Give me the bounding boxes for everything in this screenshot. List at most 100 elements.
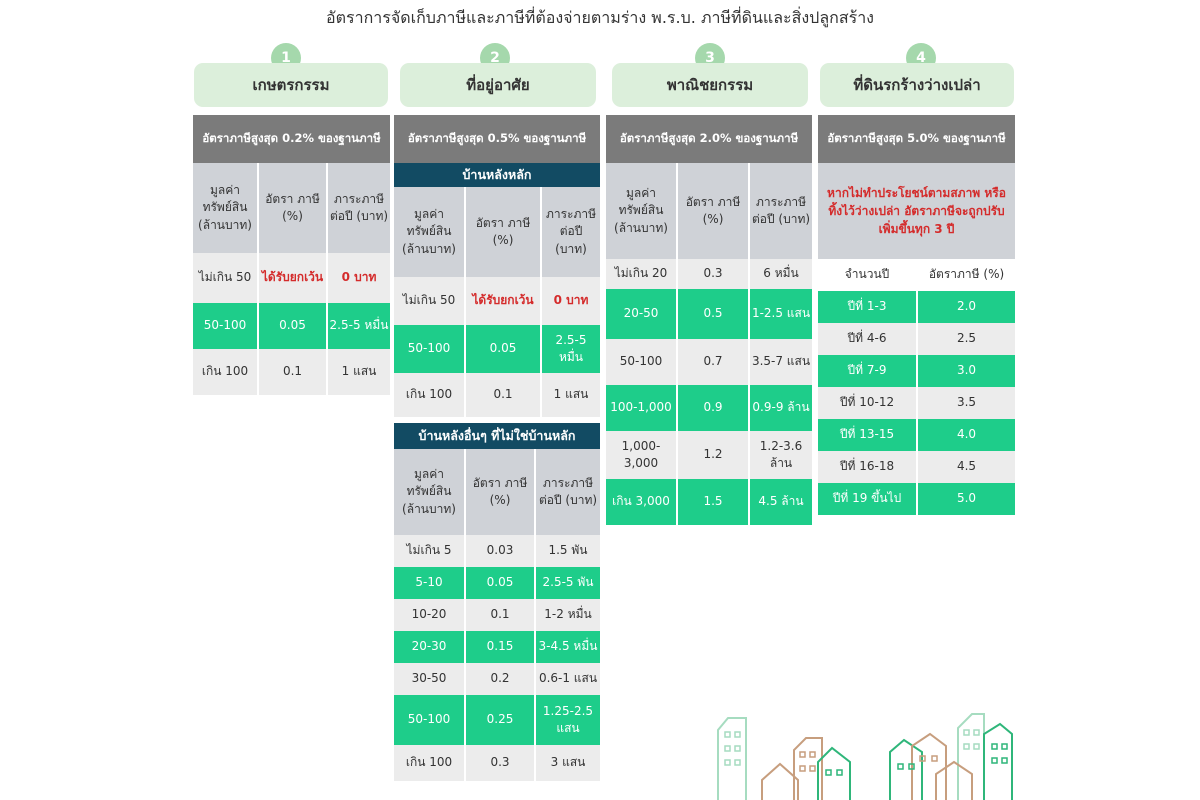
cell-rate: 1.2 <box>676 431 748 479</box>
section-divider <box>394 417 600 423</box>
cell-rate: 0.7 <box>676 339 748 385</box>
cell-years: ปีที่ 7-9 <box>847 363 887 378</box>
table-row: เกิน 100 0.3 3 แสน <box>394 745 600 781</box>
cell-tax: 6 หมื่น <box>748 259 812 289</box>
cell-rate: 0.25 <box>464 695 534 745</box>
table-row: ไม่เกิน 20 0.3 6 หมื่น <box>606 259 812 289</box>
column-header-tax: ภาระภาษี ต่อปี (บาท) <box>326 163 390 253</box>
table-row: 1,000- 3,000 1.2 1.2-3.6 ล้าน <box>606 431 812 479</box>
cell-rate: 4.0 <box>916 419 1015 451</box>
cell-tax: 1-2.5 แสน <box>748 289 812 339</box>
table-row: ปีที่ 10-12 3.5 <box>818 387 1015 419</box>
cell-rate: 0.1 <box>257 349 326 395</box>
category-2-title: ที่อยู่อาศัย <box>400 63 596 107</box>
cell-tax: 3 แสน <box>534 745 600 781</box>
table-row: 100-1,000 0.9 0.9-9 ล้าน <box>606 385 812 431</box>
category-1-table: อัตราภาษีสูงสุด 0.2% ของฐานภาษี มูลค่า ท… <box>193 115 390 395</box>
cell-rate: 3.5 <box>916 387 1015 419</box>
cell-value: ไม่เกิน 20 <box>614 266 668 281</box>
cell-tax: 1 แสน <box>326 349 390 395</box>
cell-rate: 3.0 <box>916 355 1015 387</box>
cell-tax: 2.5-5 พัน <box>534 567 600 599</box>
category-3-table: อัตราภาษีสูงสุด 2.0% ของฐานภาษี มูลค่า ท… <box>606 115 812 525</box>
cell-tax: 1-2 หมื่น <box>534 599 600 631</box>
table-row: 50-100 0.05 2.5-5 หมื่น <box>193 303 390 349</box>
cell-value: เกิน 3,000 <box>612 494 670 509</box>
table-row: 50-100 0.7 3.5-7 แสน <box>606 339 812 385</box>
cell-tax: 1 แสน <box>540 373 600 417</box>
table-row: 10-20 0.1 1-2 หมื่น <box>394 599 600 631</box>
cell-rate: 0.1 <box>464 599 534 631</box>
cell-rate: 0.05 <box>464 567 534 599</box>
category-2-table: อัตราภาษีสูงสุด 0.5% ของฐานภาษี บ้านหลัง… <box>394 115 600 781</box>
cell-rate: 0.03 <box>464 535 534 567</box>
cell-rate: 1.5 <box>676 479 748 525</box>
cell-years: ปีที่ 13-15 <box>839 427 895 442</box>
cell-rate: 0.05 <box>464 325 540 373</box>
cell-tax: 0 บาท <box>326 253 390 303</box>
table-row: เกิน 100 0.1 1 แสน <box>394 373 600 417</box>
cell-rate: 0.3 <box>464 745 534 781</box>
category-3-max-rate: อัตราภาษีสูงสุด 2.0% ของฐานภาษี <box>606 115 812 163</box>
column-header-years: จำนวนปี <box>844 267 890 282</box>
column-header-value: มูลค่า ทรัพย์สิน (ล้านบาท) <box>198 182 252 232</box>
table-row: 30-50 0.2 0.6-1 แสน <box>394 663 600 695</box>
category-1-max-rate: อัตราภาษีสูงสุด 0.2% ของฐานภาษี <box>193 115 390 163</box>
column-header-rate: อัตราภาษี (%) <box>916 259 1015 291</box>
cell-value: 100-1,000 <box>610 400 672 415</box>
category-1-title: เกษตรกรรม <box>194 63 388 107</box>
cell-tax: 0.6-1 แสน <box>534 663 600 695</box>
cell-years: ปีที่ 10-12 <box>839 395 895 410</box>
table-row: ปีที่ 13-15 4.0 <box>818 419 1015 451</box>
table-row: ปีที่ 4-6 2.5 <box>818 323 1015 355</box>
cell-tax: 1.25-2.5 แสน <box>534 695 600 745</box>
cell-tax: 1.2-3.6 ล้าน <box>748 431 812 479</box>
cell-value: เกิน 100 <box>405 387 453 402</box>
cell-tax: 1.5 พัน <box>534 535 600 567</box>
table-row: ปีที่ 1-3 2.0 <box>818 291 1015 323</box>
cell-rate: 4.5 <box>916 451 1015 483</box>
category-4-note: หากไม่ทำประโยชน์ตามสภาพ หรือ ทิ้งไว้ว่าง… <box>818 163 1015 259</box>
table-row: ไม่เกิน 50 ได้รับยกเว้น 0 บาท <box>394 277 600 325</box>
cell-value: ไม่เกิน 50 <box>402 293 456 308</box>
buildings-illustration-icon <box>717 713 1013 800</box>
column-header-value: มูลค่า ทรัพย์สิน (ล้านบาท) <box>402 206 456 256</box>
table-row: 5-10 0.05 2.5-5 พัน <box>394 567 600 599</box>
table-row: เกิน 100 0.1 1 แสน <box>193 349 390 395</box>
column-header-value: มูลค่า ทรัพย์สิน (ล้านบาท) <box>614 185 668 235</box>
cell-value: 1,000- 3,000 <box>621 438 661 470</box>
page-title: อัตราการจัดเก็บภาษีและภาษีที่ต้องจ่ายตาม… <box>326 8 874 27</box>
column-header-rate: อัตรา ภาษี (%) <box>464 187 540 277</box>
cell-rate: 2.0 <box>916 291 1015 323</box>
table-row: ปีที่ 16-18 4.5 <box>818 451 1015 483</box>
cell-years: ปีที่ 16-18 <box>839 459 895 474</box>
category-3-table-header: มูลค่า ทรัพย์สิน (ล้านบาท) อัตรา ภาษี (%… <box>606 163 812 259</box>
category-4-table: อัตราภาษีสูงสุด 5.0% ของฐานภาษี หากไม่ทำ… <box>818 115 1015 515</box>
cell-rate: 0.9 <box>676 385 748 431</box>
table-row: 50-100 0.25 1.25-2.5 แสน <box>394 695 600 745</box>
cell-value: 50-100 <box>203 318 247 333</box>
cell-rate: 5.0 <box>916 483 1015 515</box>
cell-value: 50-100 <box>407 712 451 727</box>
table-row: 20-30 0.15 3-4.5 หมื่น <box>394 631 600 663</box>
cell-rate: 0.15 <box>464 631 534 663</box>
cell-tax: 2.5-5 หมื่น <box>326 303 390 349</box>
table-row: ปีที่ 7-9 3.0 <box>818 355 1015 387</box>
cell-value: 50-100 <box>407 341 451 356</box>
category-4-table-header: จำนวนปี อัตราภาษี (%) <box>818 259 1015 291</box>
category-4-max-rate: อัตราภาษีสูงสุด 5.0% ของฐานภาษี <box>818 115 1015 163</box>
table-row: เกิน 3,000 1.5 4.5 ล้าน <box>606 479 812 525</box>
table-row: 50-100 0.05 2.5-5 หมื่น <box>394 325 600 373</box>
cell-tax: 3.5-7 แสน <box>748 339 812 385</box>
cell-tax: 2.5-5 หมื่น <box>540 325 600 373</box>
cell-years: ปีที่ 1-3 <box>847 299 887 314</box>
cell-rate: ได้รับยกเว้น <box>257 253 326 303</box>
cell-value: 5-10 <box>415 575 443 590</box>
cell-rate: 0.1 <box>464 373 540 417</box>
category-2-max-rate: อัตราภาษีสูงสุด 0.5% ของฐานภาษี <box>394 115 600 163</box>
note-text: หากไม่ทำประโยชน์ตามสภาพ หรือ ทิ้งไว้ว่าง… <box>827 186 1006 236</box>
column-header-tax: ภาระภาษี ต่อปี (บาท) <box>540 187 600 277</box>
column-header-rate: อัตรา ภาษี (%) <box>464 449 534 535</box>
cell-years: ปีที่ 19 ขึ้นไป <box>832 491 902 506</box>
cell-value: 20-30 <box>411 639 447 654</box>
